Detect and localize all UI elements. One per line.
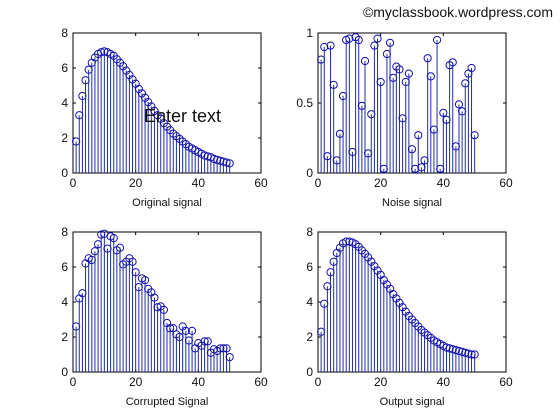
stem-marker	[445, 344, 454, 353]
stem-marker	[128, 257, 137, 266]
stem-marker	[454, 100, 464, 109]
stem-marker	[407, 145, 417, 154]
x-tick-label: 60	[499, 176, 513, 190]
y-tick-label: 0.5	[296, 96, 313, 110]
y-tick-label: 4	[61, 96, 68, 110]
stem-marker	[360, 56, 370, 66]
stem-marker	[222, 158, 231, 167]
stem-marker	[159, 305, 168, 314]
x-tick-label: 0	[315, 375, 322, 389]
stem-marker	[329, 80, 338, 89]
stem-marker	[458, 347, 467, 356]
stem-marker	[376, 77, 385, 87]
stem-marker	[200, 151, 209, 160]
stem-marker	[448, 345, 457, 354]
subplot-1: 0 20 40 60 0 2 4 6 8 Original signal Enter text	[61, 26, 268, 209]
y-tick-label: 0	[306, 166, 313, 180]
stem-marker	[385, 38, 395, 47]
stem-marker	[187, 326, 197, 335]
stem-marker	[432, 35, 442, 45]
stem-marker	[423, 54, 432, 63]
y-tick-label: 2	[61, 330, 68, 344]
stem-marker	[225, 159, 234, 168]
stem-marker	[442, 343, 451, 352]
y-tick-label: 8	[61, 26, 68, 40]
y-tick-label: 8	[306, 225, 313, 239]
x-tick-label: 40	[192, 375, 206, 389]
y-tick-label: 8	[61, 225, 68, 239]
stem-marker	[448, 58, 457, 67]
stem-marker	[467, 63, 476, 73]
y-tick-label: 2	[61, 131, 68, 145]
stem-marker	[451, 346, 460, 355]
stem-marker	[373, 34, 382, 43]
x-tick-label: 0	[70, 375, 77, 389]
x-tick-label: 20	[374, 176, 388, 190]
watermark-text: ©myclassbook.wordpress.com	[363, 4, 553, 20]
y-tick-label: 4	[61, 295, 68, 309]
stem-marker	[414, 131, 423, 140]
stem-marker	[225, 353, 234, 362]
plot-annotation[interactable]: Enter text	[144, 106, 221, 126]
subplot-2: 0 20 40 60 0 0.5 1 Noise signal	[296, 26, 513, 209]
stem-marker	[115, 243, 125, 252]
stem-marker	[354, 35, 363, 45]
y-tick-label: 6	[306, 260, 313, 274]
stem-marker	[181, 326, 190, 335]
stem-marker	[131, 268, 140, 277]
stem-marker	[109, 234, 118, 243]
x-axis-label: Noise signal	[382, 197, 442, 209]
x-axis-label: Original signal	[132, 197, 202, 209]
y-tick-label: 0	[61, 365, 68, 379]
stem-marker	[470, 131, 479, 140]
y-tick-label: 6	[61, 260, 68, 274]
y-tick-label: 6	[61, 61, 68, 75]
subplot-3: 0 20 40 60 0 2 4 6 8 Corrupted Signal	[61, 225, 268, 408]
y-tick-label: 2	[306, 330, 313, 344]
stem-marker	[461, 348, 470, 357]
x-tick-label: 0	[70, 176, 77, 190]
x-tick-label: 60	[254, 176, 268, 190]
y-tick-label: 4	[306, 295, 313, 309]
stem-marker	[320, 42, 329, 52]
y-tick-label: 1	[306, 26, 313, 40]
x-tick-label: 20	[129, 176, 143, 190]
stem-marker	[140, 276, 150, 285]
x-tick-label: 60	[499, 375, 513, 389]
x-tick-label: 60	[254, 375, 268, 389]
stem-marker	[404, 69, 413, 78]
x-axis-label: Corrupted Signal	[126, 396, 209, 408]
stem-marker	[454, 346, 464, 356]
stem-marker	[326, 41, 335, 50]
stem-marker	[345, 34, 354, 43]
x-tick-label: 20	[129, 375, 143, 389]
x-tick-label: 0	[315, 176, 322, 190]
stem-marker	[219, 157, 228, 166]
stem-marker	[213, 155, 222, 164]
subplot-4: 0 20 40 60 0 2 4 6 8 Output signal	[306, 225, 513, 408]
stem-marker	[150, 293, 159, 302]
x-tick-label: 40	[437, 375, 451, 389]
x-axis-label: Output signal	[380, 396, 445, 408]
stem-marker	[203, 337, 212, 346]
x-tick-label: 40	[192, 176, 206, 190]
x-tick-label: 20	[374, 375, 388, 389]
y-tick-label: 0	[306, 365, 313, 379]
y-tick-label: 0	[61, 166, 68, 180]
stem-marker	[222, 344, 231, 353]
stem-marker	[426, 72, 435, 81]
stem-marker	[464, 349, 473, 358]
x-tick-label: 40	[437, 176, 451, 190]
stem-marker	[470, 350, 479, 359]
stem-marker	[439, 108, 448, 117]
stem-marker	[209, 154, 219, 164]
stem-marker	[395, 65, 404, 74]
stem-marker	[216, 156, 225, 165]
